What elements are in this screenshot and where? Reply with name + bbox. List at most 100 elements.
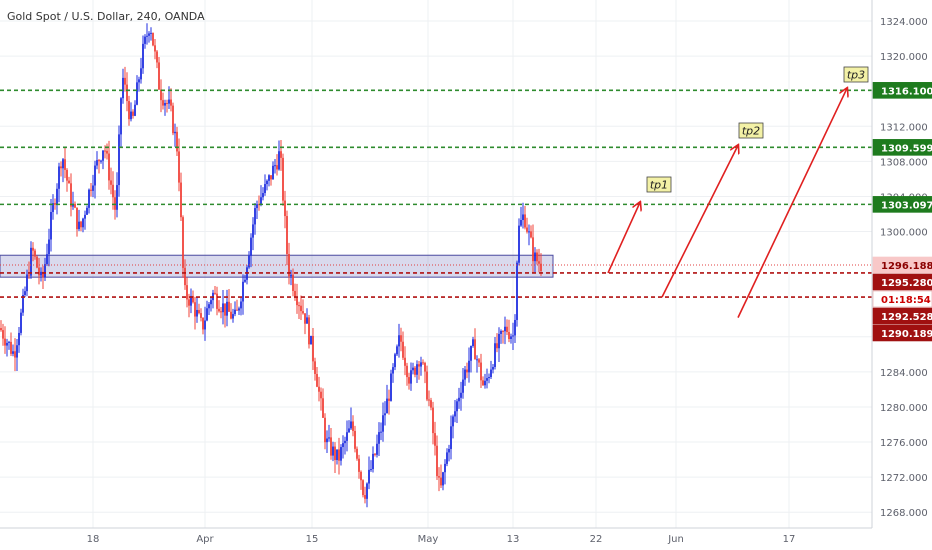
candle-body [392,367,394,374]
candle-body [194,302,196,317]
candle-body [154,45,156,52]
candle-body [346,432,348,441]
candle-body [42,271,44,278]
candle-body [278,151,280,170]
candle-body [254,208,256,225]
candle-body [276,165,278,170]
support-zone [0,254,554,278]
candle-body [238,308,240,311]
y-tick-label: 1308.000 [880,157,928,168]
candle-body [334,446,336,461]
candle-body [66,169,68,181]
candle-body [158,62,160,90]
y-tick-label: 1284.000 [880,368,928,379]
candle-body [412,367,414,371]
candle-body [188,299,190,306]
candle-body [162,100,164,106]
candle-body [74,203,76,208]
candle-body [480,362,482,381]
candle-body [466,369,468,373]
candle-body [106,150,108,154]
candle-body [26,274,28,292]
candle-body [366,483,368,499]
price-tag-box [872,82,932,99]
candle-body [476,359,478,361]
candle-body [516,262,518,320]
candle-body [256,204,258,209]
price-tag: 1309.599 [872,139,932,156]
target-label-box-tp2 [738,122,764,139]
candle-body [206,308,208,321]
candle-body [16,345,18,358]
candle-body [30,247,32,276]
y-tick-label: 1280.000 [880,403,928,414]
candle-body [284,200,286,217]
candle-body [360,471,362,481]
candle-body [226,301,228,316]
candle-body [164,102,166,106]
candle-body [10,341,12,354]
candle-body [146,35,148,37]
candle-body [362,480,364,496]
candle-body [488,377,490,379]
price-tag: 1296.188 [872,256,932,274]
candle-body [404,357,406,366]
candle-body [112,184,114,198]
candle-body [332,446,334,456]
candle-body [186,285,188,300]
candle-body [160,89,162,101]
candle-body [196,309,198,317]
candle-body [300,305,302,312]
candle-layer [0,23,542,508]
candle-body [512,335,514,337]
candle-body [474,339,476,360]
candle-body [372,453,374,470]
y-tick-label: 1320.000 [880,52,928,63]
candle-body [126,84,128,102]
candle-body [96,160,98,166]
candle-body [340,447,342,461]
price-tag-label: 1303.097 [881,200,932,211]
candle-body [464,369,466,380]
candle-body [88,189,90,208]
candle-body [418,364,420,367]
candle-body [38,267,40,276]
candle-body [260,197,262,205]
candle-body [94,165,96,186]
candle-body [440,477,442,486]
candle-body [432,407,434,434]
candle-body [390,373,392,401]
candle-body [118,134,120,186]
candle-body [534,252,536,262]
candle-body [272,165,274,180]
candle-body [24,291,26,295]
candle-body [422,362,424,364]
candle-body [528,231,530,233]
candle-body [324,417,326,443]
candle-body [356,448,358,459]
candle-body [540,263,542,271]
candle-body [376,443,378,455]
candle-body [174,131,176,134]
price-tag-box [872,290,932,308]
candle-body [12,351,14,354]
candle-body [450,426,452,449]
candle-body [292,274,294,291]
price-tag-label: 1316.100 [881,86,932,97]
x-tick-label: Apr [196,534,214,545]
candle-body [304,313,306,324]
candle-body [80,221,82,228]
candle-body [518,225,520,263]
candle-body [122,77,124,99]
candle-body [446,452,448,464]
price-tag-box [872,307,932,325]
price-tag: 1316.100 [872,82,932,99]
candle-body [172,105,174,134]
candle-body [22,294,24,313]
candle-body [54,203,56,205]
candle-body [142,43,144,69]
candle-body [510,336,512,340]
candle-body [170,99,172,106]
target-arrow-tp3 [737,88,847,318]
candle-body [184,267,186,286]
